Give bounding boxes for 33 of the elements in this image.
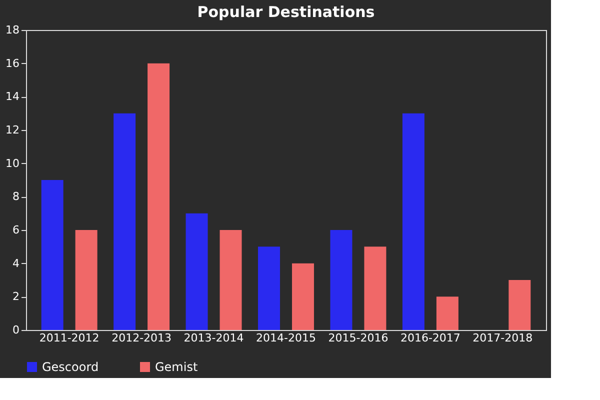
bar [292, 263, 314, 330]
y-tick-label: 4 [12, 256, 20, 270]
y-tick-label: 14 [6, 90, 20, 104]
x-tick-label: 2016-2017 [400, 332, 460, 344]
bar [220, 230, 242, 330]
x-tick-label: 2013-2014 [184, 332, 244, 344]
bar [436, 296, 458, 330]
x-tick-label: 2017-2018 [472, 332, 533, 344]
legend-label: Gescoord [42, 360, 99, 374]
x-tick-label: 2014-2015 [256, 332, 316, 344]
x-tick-label: 2012-2013 [112, 332, 172, 344]
y-tick-label: 6 [12, 224, 20, 236]
y-tick-label: 16 [6, 56, 20, 70]
x-tick-label: 2011-2012 [39, 332, 100, 344]
bar [186, 213, 208, 330]
bar [114, 113, 136, 330]
bar [41, 180, 64, 330]
bar [148, 63, 170, 330]
bar [508, 280, 531, 330]
y-tick-label: 2 [12, 290, 20, 304]
bar [364, 246, 386, 330]
y-tick-label: 8 [12, 190, 20, 204]
y-tick-label: 10 [6, 156, 20, 170]
bar [75, 230, 98, 330]
x-tick-label: 2015-2016 [328, 332, 388, 344]
bar [330, 230, 352, 330]
legend-label: Gemist [155, 360, 198, 374]
y-tick-label: 18 [6, 24, 20, 36]
y-tick-label: 0 [12, 324, 20, 336]
bar [402, 113, 424, 330]
y-tick-label: 12 [6, 124, 20, 136]
chart-title: Popular Destinations [197, 3, 375, 21]
bar [258, 246, 280, 330]
